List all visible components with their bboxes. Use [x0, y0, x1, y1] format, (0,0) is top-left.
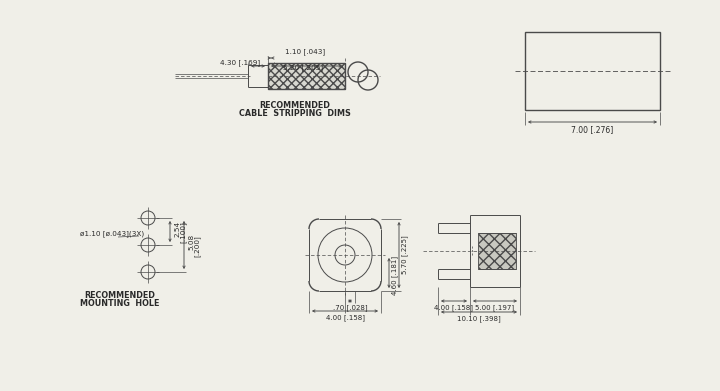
Text: RECOMMENDED: RECOMMENDED	[84, 292, 156, 301]
Text: 7.00 [.276]: 7.00 [.276]	[572, 126, 613, 135]
Text: ø1.10 [ø.043](3X): ø1.10 [ø.043](3X)	[80, 231, 144, 237]
Text: 5.08: 5.08	[188, 234, 194, 250]
Text: [.100]: [.100]	[179, 222, 186, 243]
Text: 1.10 [.043]: 1.10 [.043]	[285, 48, 325, 56]
Text: 4.00 [.158]: 4.00 [.158]	[434, 305, 474, 311]
Text: 4.30 [.169]: 4.30 [.169]	[220, 59, 260, 66]
Text: 5.00 [.197]: 5.00 [.197]	[475, 305, 515, 311]
Text: 5.70 [.225]: 5.70 [.225]	[402, 236, 408, 274]
Text: 5.20 [.205]: 5.20 [.205]	[283, 65, 323, 72]
Text: [.200]: [.200]	[194, 235, 200, 257]
Text: 4.00 [.158]: 4.00 [.158]	[325, 315, 364, 321]
Bar	[525, 32, 660, 110]
Text: .70 [.028]: .70 [.028]	[333, 305, 367, 311]
Bar	[268, 63, 345, 89]
Text: 10.10 [.398]: 10.10 [.398]	[457, 316, 501, 322]
Text: MOUNTING  HOLE: MOUNTING HOLE	[81, 300, 160, 308]
Text: CABLE  STRIPPING  DIMS: CABLE STRIPPING DIMS	[239, 108, 351, 118]
Bar	[478, 233, 516, 269]
Text: 4.60 [.181]: 4.60 [.181]	[392, 255, 398, 294]
Text: RECOMMENDED: RECOMMENDED	[260, 100, 330, 109]
Text: 2.54: 2.54	[174, 221, 180, 237]
